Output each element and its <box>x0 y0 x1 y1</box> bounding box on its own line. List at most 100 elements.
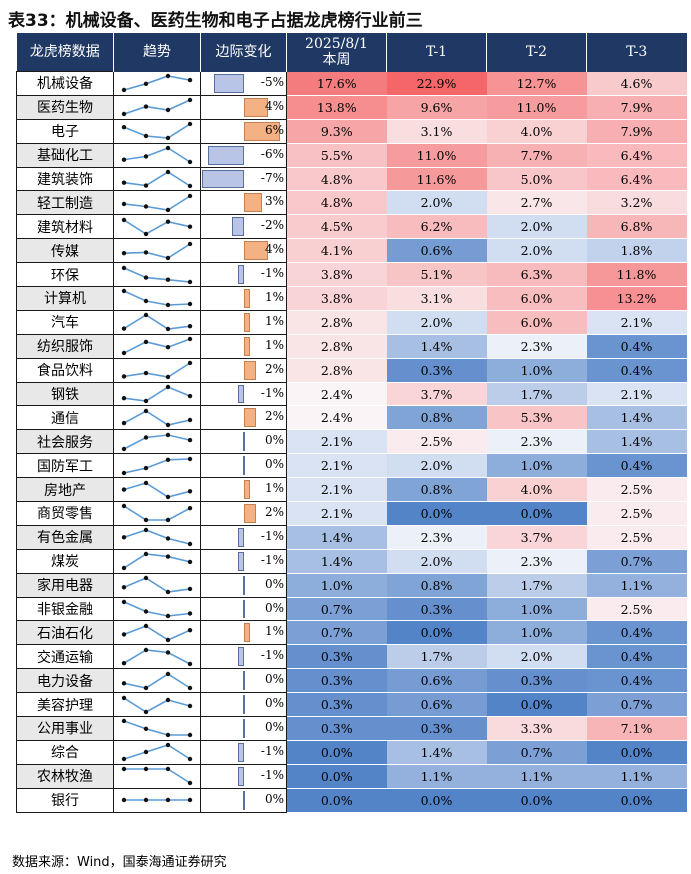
trend-cell <box>113 190 201 216</box>
industry-name: 农林牧渔 <box>16 763 114 789</box>
trend-cell <box>113 382 201 407</box>
trend-line <box>123 195 191 211</box>
value-t1: 1.7% <box>386 644 487 670</box>
value-current: 5.5% <box>286 143 387 168</box>
trend-point <box>187 78 193 83</box>
value-t3: 6.8% <box>586 214 687 240</box>
value-t3: 1.8% <box>586 238 687 264</box>
trend-line <box>123 362 191 378</box>
delta-cell: 1% <box>200 620 287 646</box>
trend-point <box>187 703 193 708</box>
trend-line <box>123 290 191 307</box>
trend-point <box>187 98 193 103</box>
value-t1: 6.2% <box>386 214 487 240</box>
table-row: 有色金属 -1% 1.4% 2.3% 3.7% 2.5% <box>16 524 687 550</box>
trend-point <box>121 535 127 540</box>
trend-point <box>165 432 171 437</box>
value-t1: 1.1% <box>386 764 487 789</box>
value-t1: 0.8% <box>386 477 487 503</box>
trend-sparkline <box>121 313 193 332</box>
trend-point <box>143 274 149 280</box>
trend-point <box>165 767 171 772</box>
industry-name: 食品饮料 <box>16 357 114 383</box>
trend-sparkline <box>121 193 193 213</box>
value-t2: 1.7% <box>486 573 587 598</box>
trend-point <box>143 727 149 732</box>
delta-value: -1% <box>260 266 284 281</box>
delta-cell: -1% <box>200 764 287 789</box>
trend-point <box>165 255 171 260</box>
value-t1: 2.3% <box>386 525 487 550</box>
trend-point <box>143 371 149 376</box>
trend-point <box>121 680 127 686</box>
value-t1: 0.8% <box>386 405 487 431</box>
delta-value: 0% <box>264 600 284 615</box>
value-t2: 3.7% <box>486 525 587 550</box>
value-t1: 0.8% <box>386 573 487 598</box>
trend-sparkline <box>121 623 193 643</box>
delta-cell: 0% <box>200 429 287 455</box>
delta-bar <box>244 360 256 380</box>
trend-line <box>123 553 191 569</box>
industry-name: 房地产 <box>16 477 114 503</box>
trend-cell <box>113 119 201 144</box>
industry-name: 家用电器 <box>16 572 114 598</box>
trend-line <box>123 481 191 498</box>
delta-value: 4% <box>264 98 284 113</box>
trend-point <box>121 265 127 270</box>
trend-point <box>187 437 193 443</box>
header-delta: 边际变化 <box>200 33 287 72</box>
value-current: 1.4% <box>286 525 387 550</box>
value-current: 0.3% <box>286 692 387 718</box>
trend-point <box>143 81 149 87</box>
trend-point <box>143 480 149 485</box>
trend-point <box>143 435 149 440</box>
trend-cell <box>113 358 201 383</box>
trend-point <box>165 422 171 428</box>
trend-point <box>143 465 149 470</box>
trend-cell <box>113 262 201 288</box>
industry-name: 计算机 <box>16 286 114 311</box>
trend-point <box>143 623 149 629</box>
trend-sparkline <box>121 432 193 451</box>
delta-value: 1% <box>264 337 284 352</box>
trend-point <box>187 302 193 307</box>
delta-value: -1% <box>260 552 284 567</box>
trend-point <box>187 559 193 565</box>
trend-line <box>123 242 191 259</box>
value-t1: 0.6% <box>386 668 487 694</box>
delta-cell: 6% <box>200 119 287 144</box>
value-t3: 2.5% <box>586 477 687 503</box>
trend-point <box>143 408 149 414</box>
trend-cell <box>113 620 201 646</box>
trend-line <box>123 433 191 450</box>
trend-point <box>165 536 171 542</box>
industry-name: 公用事业 <box>16 716 114 741</box>
value-t3: 0.4% <box>586 668 687 694</box>
delta-cell: 2% <box>200 358 287 383</box>
delta-cell: -7% <box>200 167 287 192</box>
trend-cell <box>113 95 201 120</box>
delta-bar <box>244 97 268 117</box>
trend-point <box>121 566 127 571</box>
value-t1: 9.6% <box>386 95 487 120</box>
trend-cell <box>113 597 201 622</box>
trend-sparkline <box>121 797 193 803</box>
trend-point <box>121 504 127 509</box>
trend-sparkline <box>121 552 193 571</box>
table-row: 电子 6% 9.3% 3.1% 4.0% 7.9% <box>16 118 687 144</box>
trend-point <box>187 627 193 633</box>
trend-point <box>143 134 149 139</box>
trend-point <box>165 743 171 748</box>
trend-point <box>143 797 149 803</box>
delta-value: -1% <box>260 648 284 663</box>
trend-line <box>123 577 191 593</box>
trend-point <box>187 542 193 547</box>
value-t1: 11.6% <box>386 167 487 192</box>
trend-sparkline <box>121 480 193 499</box>
table-row: 交通运输 -1% 0.3% 1.7% 2.0% 0.4% <box>16 644 687 670</box>
value-t3: 0.0% <box>586 788 687 813</box>
value-current: 17.6% <box>286 71 387 96</box>
industry-name: 综合 <box>16 739 114 765</box>
value-current: 4.1% <box>286 238 387 264</box>
